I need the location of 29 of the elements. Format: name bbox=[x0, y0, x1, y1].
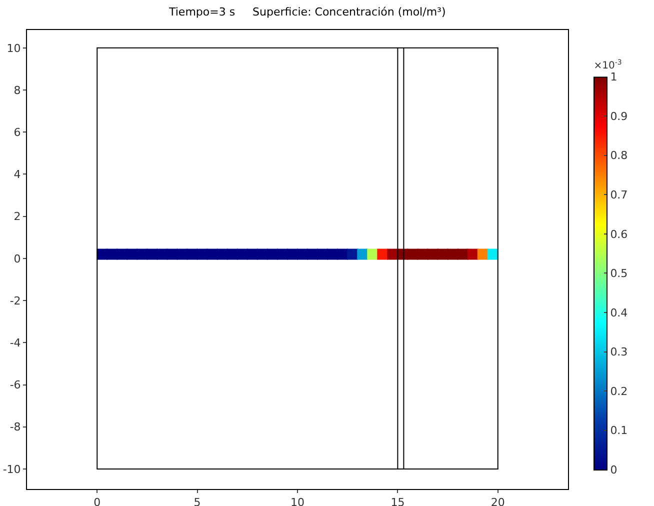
color-bar-label: 1 bbox=[610, 70, 618, 84]
y-tick-label: -2 bbox=[10, 294, 21, 308]
y-tick-label: -10 bbox=[2, 462, 21, 476]
y-tick-label: 0 bbox=[14, 252, 21, 266]
color-bar-label: 0.7 bbox=[610, 188, 628, 202]
y-tick-label: -6 bbox=[10, 378, 21, 392]
color-bar-label: 0.9 bbox=[610, 110, 628, 123]
y-tick-label: -8 bbox=[10, 420, 21, 434]
y-tick-label: -4 bbox=[10, 336, 21, 350]
color-bar-label: 0 bbox=[610, 463, 618, 476]
x-tick-label: 20 bbox=[490, 496, 505, 506]
color-bar-label: 0.6 bbox=[610, 228, 628, 241]
color-bar-title: ×10$^{-3}$ bbox=[594, 58, 622, 72]
y-tick-label: 10 bbox=[6, 42, 21, 55]
x-tick-label: 15 bbox=[390, 496, 405, 506]
color-bar-label: 0.8 bbox=[610, 149, 628, 162]
y-tick-label: 4 bbox=[14, 168, 21, 182]
color-bar-label: 0.2 bbox=[610, 384, 628, 398]
x-tick-label: 5 bbox=[194, 496, 201, 506]
chart-title: Tiempo=3 s Superficie: Concentración (mol/m³) bbox=[168, 5, 446, 18]
color-bar-label: 0.3 bbox=[610, 346, 628, 359]
y-tick-label: 2 bbox=[14, 210, 21, 224]
color-bar-label: 0.4 bbox=[610, 306, 628, 320]
x-tick-label: 10 bbox=[290, 496, 304, 506]
color-bar-label: 0.1 bbox=[610, 424, 628, 438]
x-tick-label: 0 bbox=[94, 496, 101, 506]
y-tick-label: 8 bbox=[14, 84, 21, 97]
color-bar-label: 0.5 bbox=[610, 267, 628, 280]
y-tick-label: 6 bbox=[14, 126, 21, 139]
